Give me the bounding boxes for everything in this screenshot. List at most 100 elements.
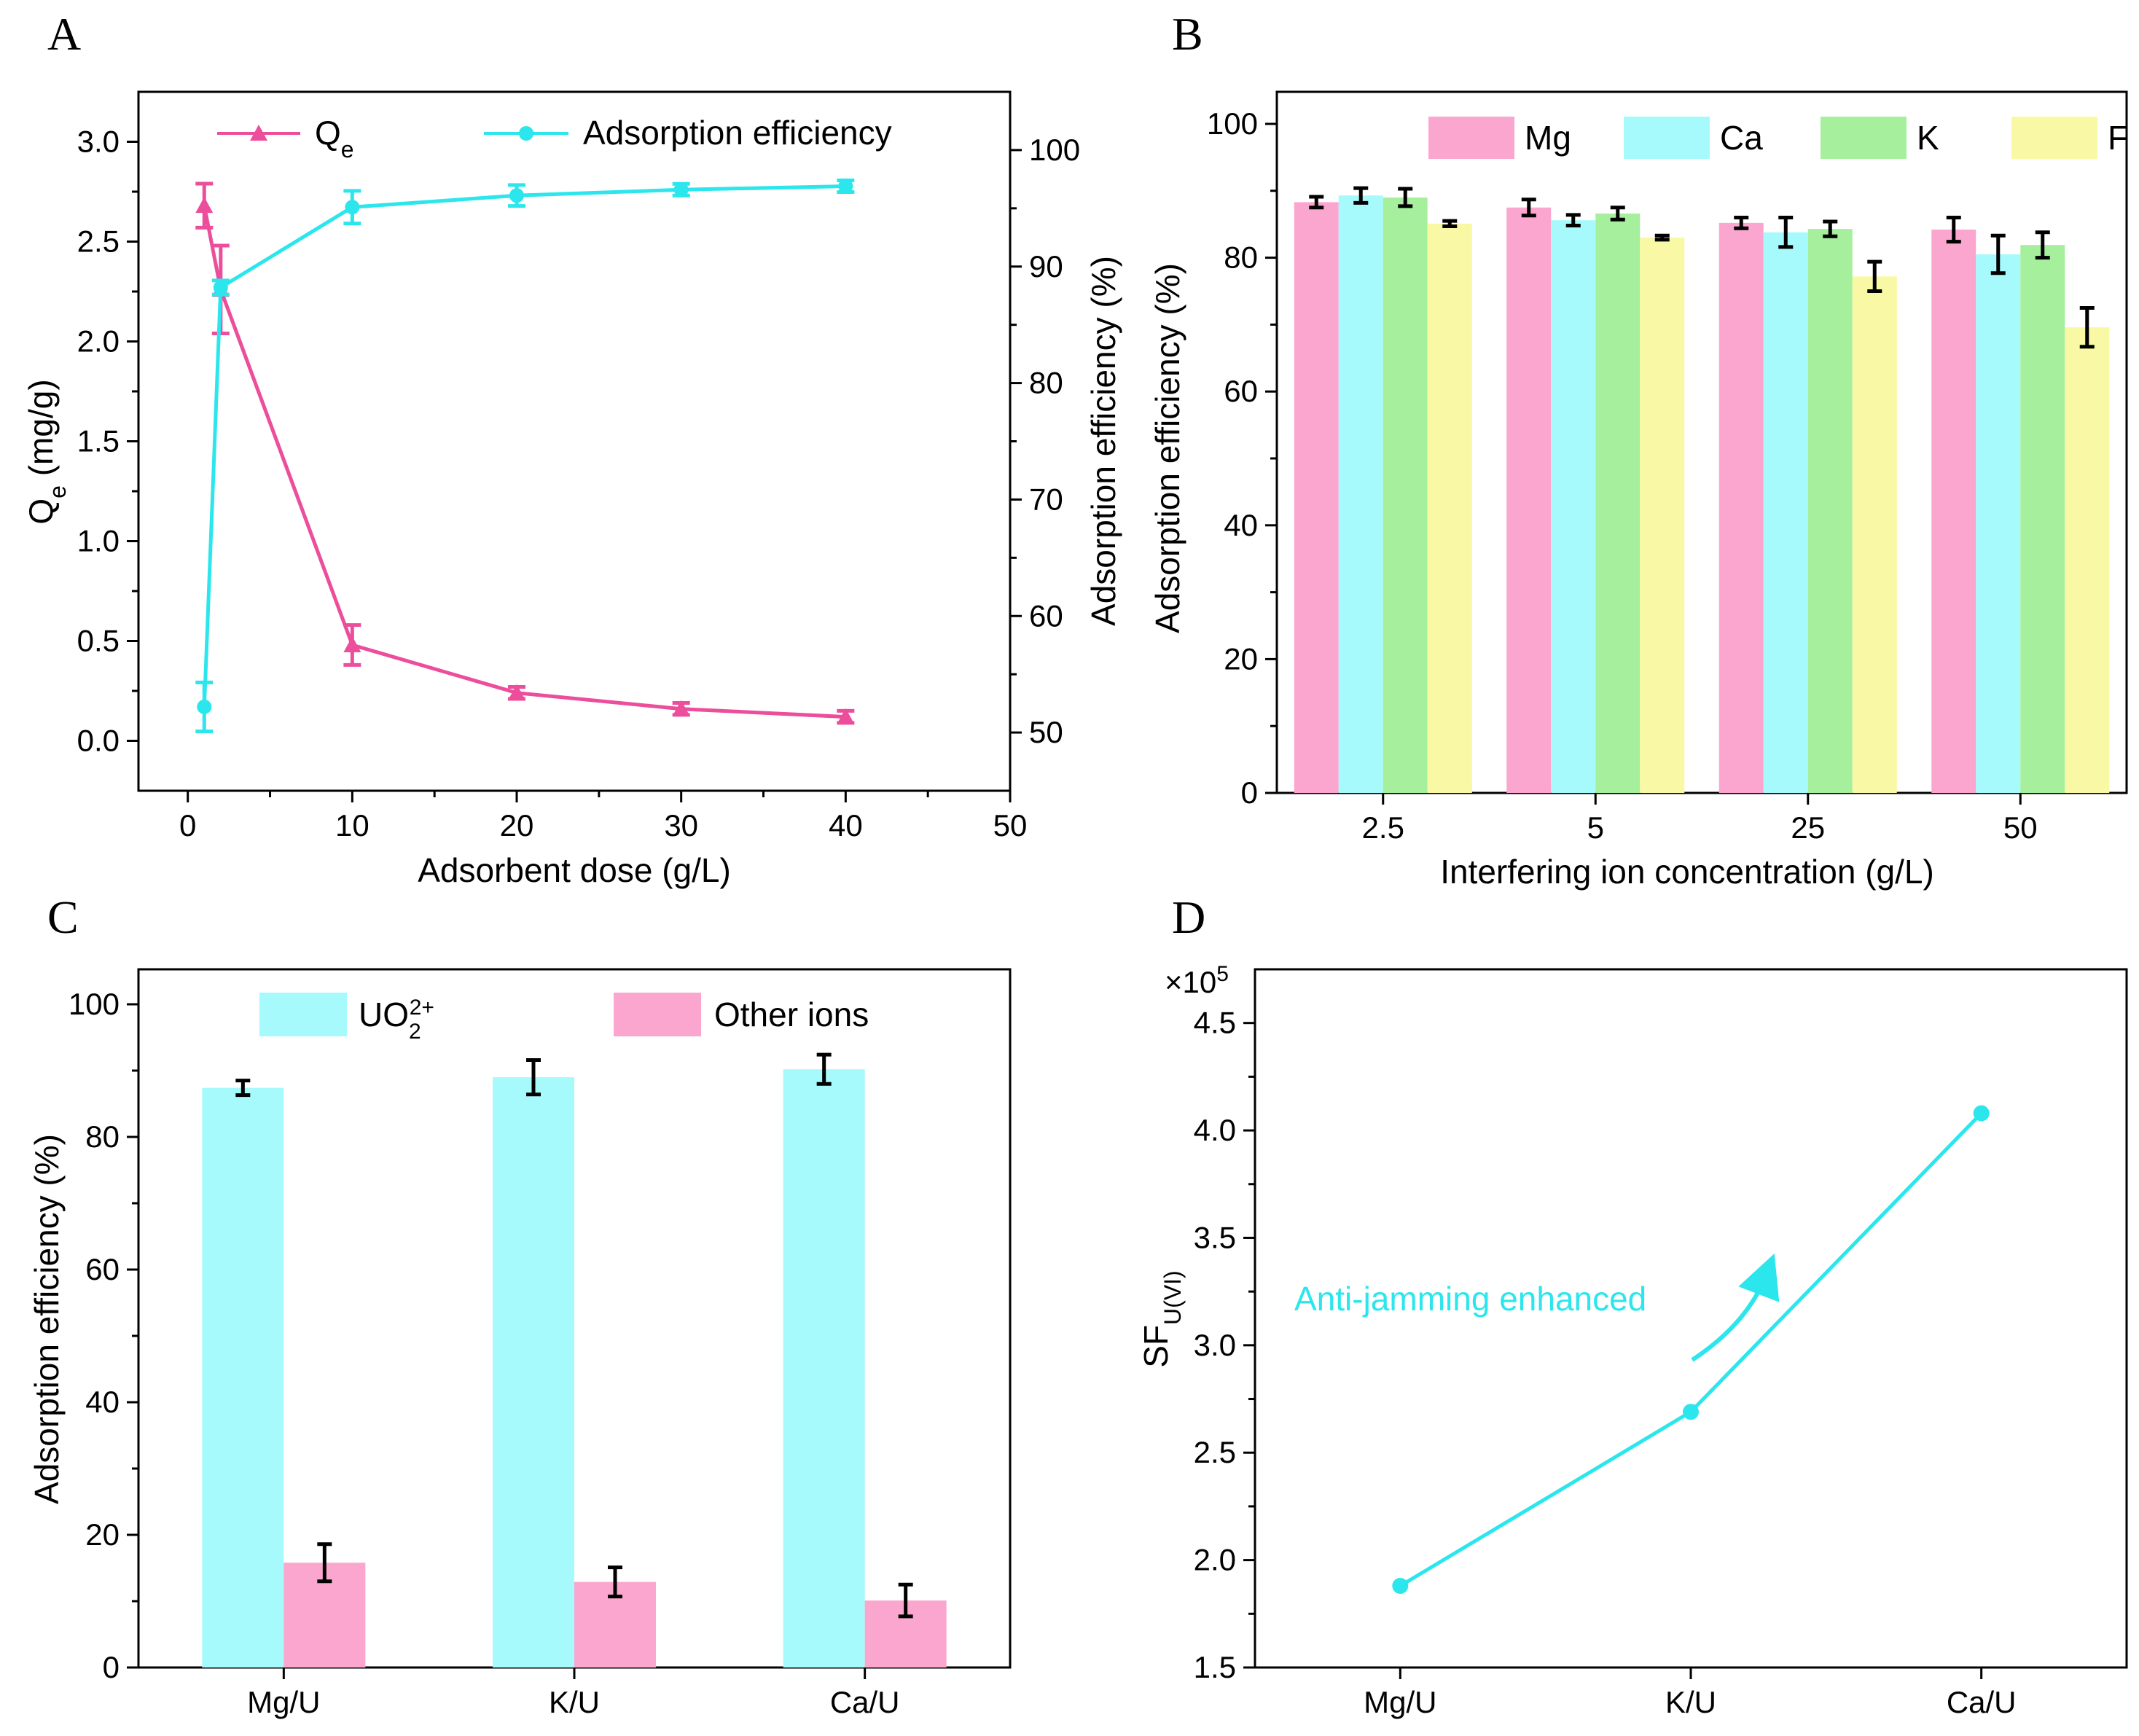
legend-efficiency-label: Adsorption efficiency [583, 114, 892, 152]
panel-a-qe-point [343, 636, 361, 652]
panel-b-x-tick-label: 2.5 [1362, 810, 1404, 845]
panel-b-bar-k [1595, 214, 1641, 794]
panel-a-efficiency-point [673, 182, 689, 198]
panel-d-letter: D [1172, 891, 1205, 943]
panel-a-y-left-title: Qe (mg/g) [22, 379, 71, 524]
panel-b-legend: Mg Ca K F [1428, 117, 2128, 159]
panel-b-bar-ca [1551, 220, 1596, 793]
legend-mg-label: Mg [1525, 119, 1571, 157]
panel-a-y-left-tick-label: 0.0 [77, 724, 120, 758]
legend-mg-swatch [1428, 117, 1514, 159]
panel-a-x-tick-label: 30 [664, 808, 698, 842]
panel-a-x-tick-label: 40 [829, 808, 863, 842]
panel-d-x-tick-label: Ca/U [1947, 1685, 2017, 1719]
panel-c-x-tick-label: K/U [549, 1685, 600, 1719]
legend-k-label: K [1917, 119, 1939, 157]
panel-b-bar-mg [1718, 222, 1764, 793]
legend-other-ions-swatch [614, 993, 701, 1036]
panel-a-series-line-efficiency [202, 184, 846, 707]
panel-d-series-line [1399, 1111, 1983, 1588]
panel-a-x-tick-label: 50 [993, 808, 1028, 842]
legend-efficiency-circle-marker [519, 126, 533, 141]
panel-b-bar-f [1640, 238, 1685, 793]
panel-b-y-tick-label: 40 [1224, 508, 1258, 542]
panel-d-multiplier: ×105 [1165, 962, 1229, 1000]
panel-a-y-right-tick-label: 90 [1029, 249, 1063, 284]
panel-a-y-right-tick-label: 70 [1029, 482, 1063, 516]
panel-a-qe-point [195, 197, 214, 214]
panel-c-y-tick-label: 0 [103, 1650, 120, 1684]
legend-other-ions-label: Other ions [714, 996, 869, 1033]
panel-d-y-title: SFU(VI) [1137, 1270, 1186, 1367]
panel-d-x-tick-label: K/U [1665, 1685, 1716, 1719]
panel-b-bar-ca [1763, 232, 1808, 793]
panel-a-y-left-tick-label: 2.0 [77, 324, 120, 359]
panel-b-y-tick-label: 100 [1207, 106, 1258, 141]
panel-a-y-right-tick-label: 100 [1029, 133, 1080, 167]
panel-a-efficiency-point [509, 188, 525, 203]
panel-a-y-right-tick-label: 50 [1029, 715, 1063, 749]
legend-ca-swatch [1624, 117, 1710, 159]
panel-b: B 2.5 5 25 50 0 20 40 60 80 100 Interfering ion c… [1149, 8, 2128, 891]
panel-a-qe-point [508, 684, 526, 700]
panel-d-point [1973, 1105, 1990, 1122]
panel-c-x-tick-label: Mg/U [247, 1685, 320, 1719]
panel-b-x-tick-label: 5 [1587, 810, 1604, 845]
panel-a-efficiency-point [838, 179, 853, 194]
panel-c-marks: Mg/U K/U Ca/U 0 20 40 60 80 100 [69, 987, 947, 1719]
panel-a-qe-point [837, 708, 855, 724]
panel-b-y-title: Adsorption efficiency (%) [1149, 263, 1186, 633]
panel-a-y-right-tick-label: 80 [1029, 366, 1063, 400]
panel-b-bar-ca [1338, 195, 1383, 793]
legend-uo2-swatch [259, 993, 347, 1036]
panel-d-y-tick-label: 3.5 [1194, 1220, 1236, 1254]
panel-c-y-tick-label: 20 [85, 1517, 120, 1552]
panel-c-y-tick-label: 40 [85, 1385, 120, 1419]
panel-c-bar-uo2 [202, 1087, 284, 1667]
panel-d-y-tick-label: 2.5 [1194, 1435, 1236, 1469]
panel-a-efficiency-point [345, 200, 360, 215]
panel-b-bar-k [1807, 229, 1853, 794]
panel-d-plot-frame [1254, 968, 2128, 1669]
panel-b-bar-k [2020, 245, 2065, 794]
panel-b-bar-mg [1506, 207, 1552, 793]
panel-a-letter: A [47, 8, 81, 60]
legend-f-label: F [2108, 119, 2128, 157]
panel-a-y-right-tick-label: 60 [1029, 598, 1063, 633]
panel-c-bar-uo2 [783, 1069, 865, 1667]
legend-uo2-label: UO22+ [359, 996, 434, 1044]
legend-f-swatch [2011, 117, 2097, 159]
panel-a-x-tick-label: 10 [335, 808, 369, 842]
panel-a-y-right-title: Adsorption efficiency (%) [1084, 256, 1122, 626]
panel-a: A 0 10 20 30 40 50 0.0 0.5 1.0 1.5 2.0 2.5 3.0 50 60 70… [22, 8, 1122, 889]
panel-b-plot-frame [1275, 90, 2128, 794]
panel-a-x-tick-label: 0 [179, 808, 196, 842]
panel-d-point [1683, 1404, 1699, 1420]
panel-b-y-tick-label: 80 [1224, 241, 1258, 275]
panel-a-y-left-tick-label: 1.5 [77, 424, 120, 458]
panel-a-y-left-title-q: Q [22, 498, 60, 525]
panel-b-bar-mg [1294, 202, 1339, 793]
panel-b-x-title: Interfering ion concentration (g/L) [1440, 853, 1934, 891]
panel-b-x-tick-label: 25 [1791, 810, 1825, 845]
panel-b-bar-ca [1976, 254, 2021, 793]
panel-d-y-tick-label: 4.0 [1194, 1113, 1236, 1147]
panel-c-legend: UO22+ Other ions [259, 993, 869, 1044]
panel-a-y-left-title-unit: (mg/g) [22, 379, 60, 485]
panel-d-annotation-arrow [1691, 1253, 1780, 1362]
panel-b-bar-k [1383, 197, 1428, 794]
panel-b-y-tick-label: 60 [1224, 374, 1258, 408]
panel-d-y-tick-label: 3.0 [1194, 1328, 1236, 1362]
panel-b-bar-mg [1931, 230, 1976, 793]
panel-a-y-left-tick-label: 3.0 [77, 125, 120, 159]
panel-d-marks: Mg/U K/U Ca/U 1.5 2.0 2.5 3.0 3.5 4.0 4.5 [1194, 1006, 2017, 1719]
panel-a-efficiency-point [197, 699, 212, 714]
panel-c-x-tick-label: Ca/U [830, 1685, 900, 1719]
panel-c-bar-uo2 [493, 1077, 574, 1667]
panel-a-y-left-tick-label: 2.5 [77, 224, 120, 259]
panel-c: C Mg/U K/U Ca/U 0 20 40 60 80 100 Adsorption eff… [28, 891, 1012, 1719]
panel-a-y-left-tick-label: 0.5 [77, 624, 120, 658]
panel-b-bar-f [1852, 276, 1897, 794]
panel-d-y-tick-label: 1.5 [1194, 1650, 1236, 1684]
